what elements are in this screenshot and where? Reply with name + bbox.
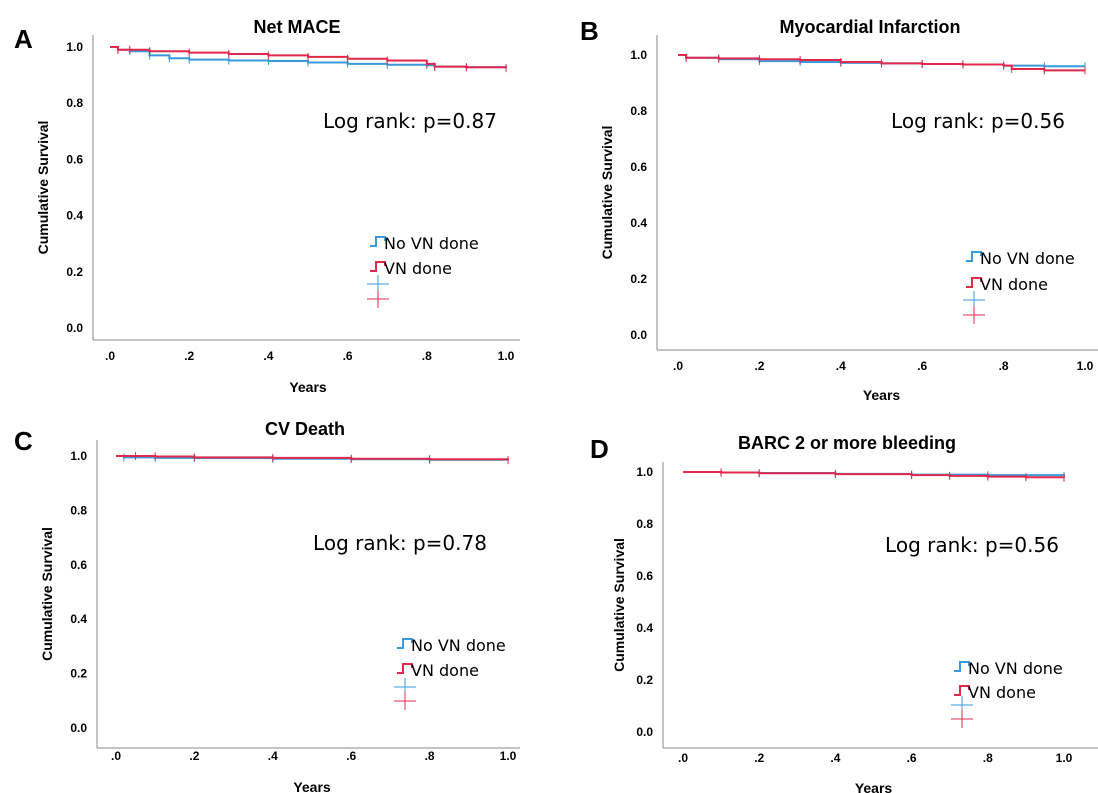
x-tick-label: 1.0	[1056, 751, 1073, 765]
x-tick-label: .6	[907, 751, 917, 765]
x-tick-label: .4	[263, 349, 273, 363]
panel-letter: D	[590, 434, 609, 464]
log-rank-annotation: Log rank: p=0.56	[885, 533, 1059, 557]
x-tick-label: .6	[343, 349, 353, 363]
y-tick-label: 1.0	[66, 40, 83, 54]
x-axis-title: Years	[293, 779, 331, 793]
x-tick-label: .8	[425, 749, 435, 763]
plot-title: CV Death	[265, 419, 345, 439]
x-axis-title: Years	[289, 379, 327, 395]
x-tick-label: .8	[999, 359, 1009, 373]
plot-title: BARC 2 or more bleeding	[738, 433, 956, 453]
y-tick-label: 0.4	[70, 612, 87, 626]
legend: No VN done VN done	[367, 234, 479, 308]
x-tick-label: .2	[184, 349, 194, 363]
legend-swatch-vn-done	[954, 685, 970, 696]
x-tick-label: .6	[346, 749, 356, 763]
legend-label-vn-done: VN done	[384, 259, 452, 278]
panel-d: D BARC 2 or more bleeding 0.0 0.2 0.4 0.6 0.8 1…	[590, 433, 1098, 793]
x-tick-label: .4	[268, 749, 278, 763]
log-rank-annotation: Log rank: p=0.56	[891, 109, 1065, 133]
legend-swatch-vn-done	[966, 277, 982, 288]
legend-swatch-vn-done	[370, 261, 386, 272]
legend-swatch-vn-done	[397, 663, 413, 674]
x-tick-label: .0	[678, 751, 688, 765]
y-axis-title: Cumulative Survival	[35, 121, 51, 255]
x-tick-label: .4	[830, 751, 840, 765]
legend-swatch-no-vn-done	[370, 236, 386, 247]
x-axis-title: Years	[863, 387, 901, 403]
y-tick-label: 1.0	[636, 465, 653, 479]
y-tick-label: 0.2	[66, 265, 83, 279]
y-tick-label: 0.4	[636, 621, 653, 635]
legend-label-no-vn-done: No VN done	[411, 636, 506, 655]
plot-title: Myocardial Infarction	[779, 17, 960, 37]
legend: No VN done VN done	[394, 636, 506, 710]
x-tick-label: .8	[422, 349, 432, 363]
y-axis-title: Cumulative Survival	[599, 126, 615, 260]
plot-title: Net MACE	[253, 17, 340, 37]
y-tick-label: 0.0	[630, 328, 647, 342]
x-tick-label: .6	[917, 359, 927, 373]
x-tick-label: .0	[673, 359, 683, 373]
legend-swatch-no-vn-done	[397, 638, 413, 649]
y-tick-label: 0.8	[636, 517, 653, 531]
panel-letter: A	[14, 24, 33, 54]
x-tick-label: .0	[105, 349, 115, 363]
x-tick-label: 1.0	[498, 349, 515, 363]
legend-label-vn-done: VN done	[411, 661, 479, 680]
x-axis-title: Years	[855, 780, 893, 793]
y-tick-label: 0.8	[66, 96, 83, 110]
y-tick-label: 1.0	[70, 449, 87, 463]
panel-letter: B	[580, 16, 599, 46]
y-tick-label: 0.0	[636, 725, 653, 739]
legend-label-no-vn-done: No VN done	[384, 234, 479, 253]
x-tick-label: .0	[111, 749, 121, 763]
legend: No VN done VN done	[963, 249, 1075, 324]
x-tick-label: .2	[754, 359, 764, 373]
panel-a: A Net MACE 0.0 0.2 0.4 0.6 0.8 1.0 .0 .2 .4 .6 .8 1.0…	[14, 17, 520, 395]
legend-label-no-vn-done: No VN done	[980, 249, 1075, 268]
x-tick-label: .2	[189, 749, 199, 763]
y-tick-label: 0.0	[70, 721, 87, 735]
y-tick-label: 0.8	[630, 104, 647, 118]
y-tick-label: 0.0	[66, 321, 83, 335]
panel-letter: C	[14, 426, 33, 456]
x-tick-label: .2	[754, 751, 764, 765]
x-tick-label: 1.0	[500, 749, 517, 763]
y-tick-label: 0.6	[70, 558, 87, 572]
x-tick-label: .8	[983, 751, 993, 765]
y-axis-title: Cumulative Survival	[611, 538, 627, 672]
legend-label-vn-done: VN done	[980, 275, 1048, 294]
legend-swatch-no-vn-done	[954, 661, 970, 672]
legend-label-vn-done: VN done	[968, 683, 1036, 702]
panel-b: B Myocardial Infarction 0.0 0.2 0.4 0.6 0.8 1.0…	[580, 16, 1098, 403]
y-axis-title: Cumulative Survival	[39, 527, 55, 661]
y-tick-label: 0.2	[70, 667, 87, 681]
y-tick-label: 0.6	[66, 152, 83, 166]
panel-c: C CV Death 0.0 0.2 0.4 0.6 0.8 1.0 .0 .2 .4 .6 .8 1.0…	[14, 419, 520, 793]
x-tick-label: 1.0	[1077, 359, 1094, 373]
y-tick-label: 0.4	[630, 216, 647, 230]
y-tick-label: 0.4	[66, 209, 83, 223]
legend: No VN done VN done	[951, 659, 1063, 728]
x-tick-label: .4	[836, 359, 846, 373]
y-tick-label: 0.6	[630, 160, 647, 174]
y-tick-label: 1.0	[630, 48, 647, 62]
y-tick-label: 0.6	[636, 569, 653, 583]
log-rank-annotation: Log rank: p=0.78	[313, 531, 487, 555]
y-tick-label: 0.8	[70, 503, 87, 517]
log-rank-annotation: Log rank: p=0.87	[323, 109, 497, 133]
legend-swatch-no-vn-done	[966, 251, 982, 262]
y-tick-label: 0.2	[636, 673, 653, 687]
legend-label-no-vn-done: No VN done	[968, 659, 1063, 678]
y-tick-label: 0.2	[630, 272, 647, 286]
